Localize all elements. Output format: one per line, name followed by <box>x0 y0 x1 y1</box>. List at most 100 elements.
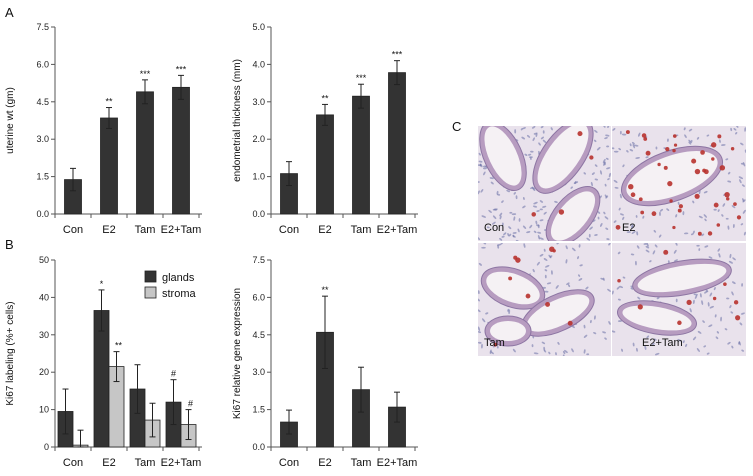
stromal-nucleus <box>544 269 548 272</box>
stromal-nucleus <box>706 134 710 137</box>
y-tick-label: 50 <box>39 255 49 265</box>
ki67-positive-nucleus <box>712 296 717 301</box>
stromal-nucleus <box>645 249 650 253</box>
stromal-nucleus <box>539 219 544 222</box>
x-tick-label: Con <box>63 224 83 236</box>
stromal-nucleus <box>729 305 732 309</box>
stromal-nucleus <box>508 233 512 237</box>
stromal-nucleus <box>513 191 516 195</box>
stromal-nucleus <box>482 318 486 323</box>
stromal-nucleus <box>645 156 649 159</box>
stromal-nucleus <box>631 230 636 234</box>
ki67-positive-nucleus <box>663 249 669 255</box>
ki67-positive-nucleus <box>717 134 722 139</box>
gland-lumen <box>637 263 727 293</box>
stromal-nucleus <box>631 141 635 145</box>
stromal-nucleus <box>537 231 542 234</box>
stromal-nucleus <box>506 189 511 193</box>
x-tick-label: Con <box>279 224 299 236</box>
panel-letter-b: B <box>5 237 14 252</box>
stromal-nucleus <box>512 232 517 234</box>
x-tick-label: Tam <box>135 224 156 236</box>
stromal-nucleus <box>523 243 526 248</box>
stromal-nucleus <box>682 340 685 344</box>
stromal-nucleus <box>635 157 640 159</box>
stromal-nucleus <box>709 305 714 309</box>
stromal-nucleus <box>501 222 504 227</box>
stromal-nucleus <box>556 243 560 245</box>
ki67-positive-nucleus <box>730 147 735 151</box>
ki67-positive-nucleus <box>640 210 645 215</box>
stromal-nucleus <box>704 218 707 222</box>
stromal-nucleus <box>544 290 549 293</box>
ki67-positive-nucleus <box>637 304 643 310</box>
stromal-nucleus <box>725 217 729 220</box>
y-axis-label: uterine wt (gm) <box>5 87 16 154</box>
ki67-positive-nucleus <box>665 146 670 152</box>
stromal-nucleus <box>481 246 486 249</box>
gland-lumen <box>550 191 596 241</box>
ki67-positive-nucleus <box>645 150 651 156</box>
stromal-nucleus <box>602 277 605 281</box>
stromal-nucleus <box>478 152 481 156</box>
stromal-nucleus <box>532 205 538 208</box>
stromal-nucleus <box>692 200 695 204</box>
x-tick-label: E2+Tam <box>377 457 418 469</box>
ki67-positive-nucleus <box>552 249 556 253</box>
x-tick-label: E2 <box>102 457 115 469</box>
y-tick-label: 40 <box>39 292 49 302</box>
stromal-nucleus <box>608 243 611 246</box>
ki67-positive-nucleus <box>508 276 513 281</box>
stromal-nucleus <box>564 349 568 354</box>
stromal-nucleus <box>499 237 503 241</box>
stromal-nucleus <box>709 292 713 297</box>
x-tick-label: E2 <box>318 224 331 236</box>
ki67-positive-nucleus <box>669 199 673 203</box>
stromal-nucleus <box>540 126 544 129</box>
stromal-nucleus <box>513 216 516 221</box>
y-tick-label: 3.0 <box>252 367 265 377</box>
stromal-nucleus <box>573 181 579 184</box>
stromal-nucleus <box>730 311 734 314</box>
x-tick-label: Tam <box>135 457 156 469</box>
stromal-nucleus <box>530 150 534 153</box>
stromal-nucleus <box>514 129 517 134</box>
ki67-positive-nucleus <box>545 301 551 307</box>
ki67-positive-nucleus <box>525 293 531 299</box>
stromal-nucleus <box>651 342 655 346</box>
stromal-nucleus <box>644 345 647 350</box>
stromal-nucleus <box>604 337 607 340</box>
gland-lumen <box>526 294 590 332</box>
stromal-nucleus <box>696 348 700 352</box>
stromal-nucleus <box>619 213 624 216</box>
x-tick-label: E2 <box>318 457 331 469</box>
stromal-nucleus <box>677 338 682 342</box>
stromal-nucleus <box>621 348 624 352</box>
stromal-nucleus <box>555 285 559 289</box>
y-tick-label: 4.0 <box>252 59 265 69</box>
stromal-nucleus <box>604 137 608 140</box>
stromal-nucleus <box>637 296 641 300</box>
ki67-positive-nucleus <box>672 134 677 138</box>
panel-letter-a: A <box>5 5 14 20</box>
stromal-nucleus <box>741 349 745 352</box>
significance-marker: *** <box>140 69 151 79</box>
stromal-nucleus <box>499 215 502 220</box>
significance-marker: # <box>171 369 176 379</box>
stromal-nucleus <box>517 228 520 233</box>
stromal-nucleus <box>613 220 617 223</box>
stromal-nucleus <box>740 312 745 315</box>
ki67-positive-nucleus <box>697 231 702 236</box>
stromal-nucleus <box>583 324 586 329</box>
stromal-nucleus <box>685 343 688 348</box>
stromal-nucleus <box>490 181 494 185</box>
stromal-nucleus <box>530 186 534 190</box>
stromal-nucleus <box>729 253 732 259</box>
stromal-nucleus <box>720 316 722 322</box>
y-tick-label: 4.5 <box>36 97 49 107</box>
stromal-nucleus <box>638 132 641 137</box>
micrograph-panel: Con E2 Tam E2+Tam <box>477 125 747 357</box>
stromal-nucleus <box>739 179 742 184</box>
stromal-nucleus <box>613 179 618 183</box>
stromal-nucleus <box>636 245 640 249</box>
